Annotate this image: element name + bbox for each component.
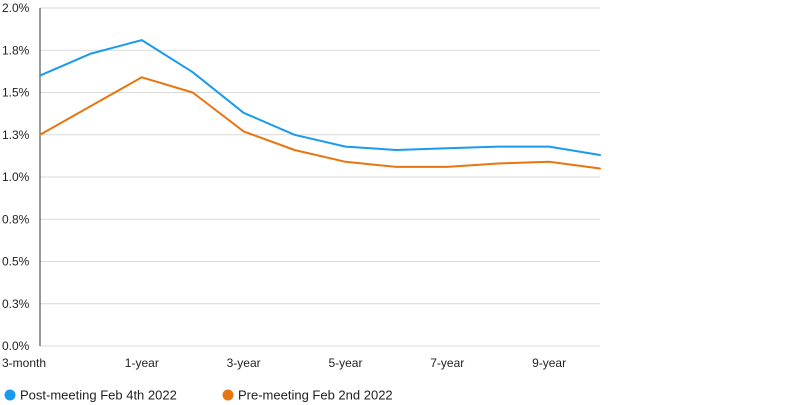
y-tick-label: 0.8% [2,212,30,226]
y-tick-label: 0.5% [2,255,30,269]
y-tick-label: 1.0% [2,170,30,184]
gridlines [40,7,600,347]
x-tick-label: 3-year [227,356,261,370]
x-axis-ticks: 3-month 1-year 3-year 5-year 7-year 9-year [2,356,566,370]
x-tick-label: 1-year [125,356,159,370]
legend-label: Post-meeting Feb 4th 2022 [20,388,177,403]
y-tick-label: 0.3% [2,297,30,311]
legend-label: Pre-meeting Feb 2nd 2022 [238,388,393,403]
legend: Post-meeting Feb 4th 2022 Pre-meeting Feb… [4,388,393,403]
y-tick-label: 1.8% [2,43,30,57]
x-tick-label: 7-year [430,356,464,370]
y-tick-label: 1.3% [2,128,30,142]
legend-marker [222,389,234,401]
y-tick-label: 2.0% [2,1,30,15]
x-tick-label: 3-month [2,356,46,370]
y-tick-label: 0.0% [2,339,30,353]
series-line-2 [39,76,601,170]
series-line-1 [39,39,601,156]
x-tick-label: 5-year [328,356,362,370]
y-tick-label: 1.5% [2,86,30,100]
y-axis-ticks: 0.0% 0.3% 0.5% 0.8% 1.0% 1.3% 1.5% 1.8% 2.0% [2,1,30,353]
legend-marker [4,389,16,401]
x-tick-label: 9-year [532,356,566,370]
series-lines [39,39,601,170]
